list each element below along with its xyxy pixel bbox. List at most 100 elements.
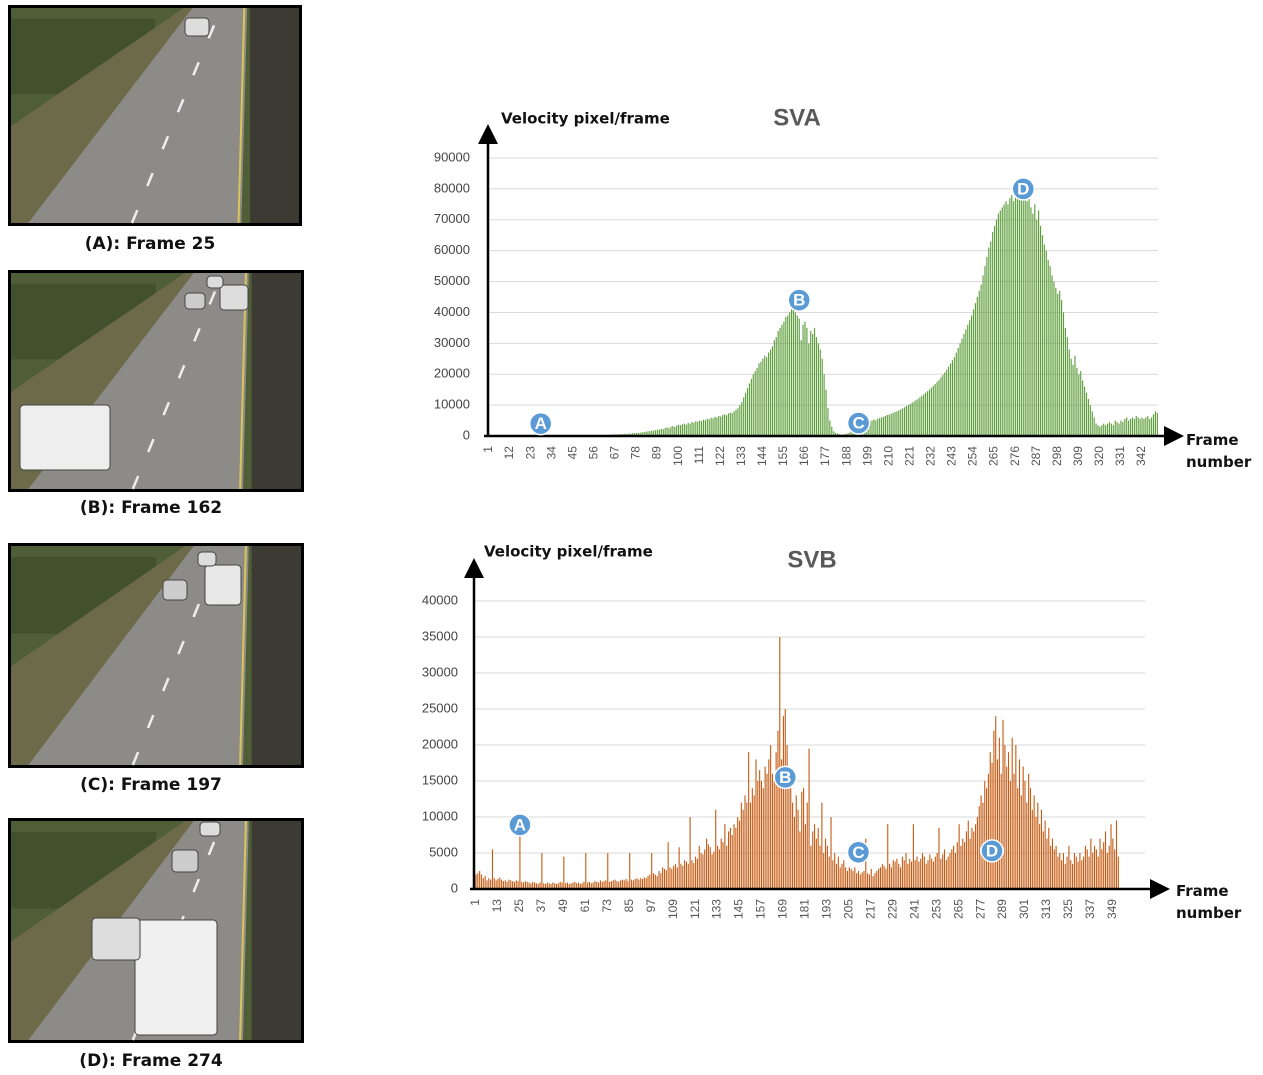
x-tick-label: 157 <box>754 899 768 919</box>
bar <box>775 752 777 889</box>
bar <box>666 427 668 436</box>
bar <box>731 413 733 436</box>
bar <box>806 802 808 889</box>
bar <box>596 881 598 889</box>
x-tick-label: 73 <box>600 899 614 913</box>
bar <box>839 867 841 889</box>
x-tick-label: 67 <box>608 446 622 460</box>
y-tick-label: 30000 <box>422 664 458 679</box>
bar <box>506 881 508 889</box>
bar <box>1097 425 1099 436</box>
x-tick-label: 85 <box>622 899 636 913</box>
bar <box>760 361 762 436</box>
bar <box>900 867 902 889</box>
bar <box>777 730 779 889</box>
x-tick-label: 25 <box>512 899 526 913</box>
bar <box>635 432 638 436</box>
bar <box>618 881 620 889</box>
bar <box>988 247 990 436</box>
bar <box>965 329 967 436</box>
bar <box>676 867 678 889</box>
bar <box>943 849 946 889</box>
x-tick-label: 320 <box>1092 446 1106 466</box>
bar <box>491 849 494 889</box>
x-axis-label-box: Frame number <box>1176 882 1241 922</box>
bar <box>543 883 545 889</box>
bar <box>1055 287 1057 436</box>
bar <box>795 795 797 889</box>
bar <box>942 854 944 889</box>
bar <box>871 420 873 436</box>
rail <box>251 546 301 765</box>
marker-label: A <box>514 815 526 834</box>
bar <box>670 426 672 436</box>
bar <box>515 880 517 889</box>
bar <box>1026 201 1028 436</box>
bar <box>735 409 737 436</box>
bar <box>1141 417 1143 436</box>
x-tick-label: 265 <box>987 446 1001 466</box>
bar <box>1093 845 1096 889</box>
bar <box>823 374 825 436</box>
bar <box>636 878 638 889</box>
y-tick-label: 50000 <box>434 273 470 288</box>
bar <box>775 337 777 436</box>
bar <box>729 412 731 436</box>
y-tick-label: 80000 <box>434 180 470 195</box>
bar <box>764 766 766 889</box>
bar <box>641 878 644 889</box>
vehicle <box>204 564 242 606</box>
bar <box>480 874 483 889</box>
bar <box>768 759 770 889</box>
bar <box>723 414 726 436</box>
bar <box>878 868 880 889</box>
bar <box>951 849 953 889</box>
bar <box>625 878 627 889</box>
bar <box>976 817 978 889</box>
bar <box>645 878 647 889</box>
bar <box>972 309 975 436</box>
bar <box>872 876 874 889</box>
bar <box>925 863 927 889</box>
bar <box>704 420 706 436</box>
bar <box>1083 856 1085 889</box>
bar <box>957 347 959 436</box>
x-tick-label: 313 <box>1039 899 1053 919</box>
bar <box>678 424 680 436</box>
bar <box>523 882 525 889</box>
bar <box>1035 817 1037 889</box>
bar <box>605 880 607 889</box>
bar <box>1128 420 1130 436</box>
bar <box>1103 842 1105 889</box>
bar <box>671 868 673 889</box>
y-tick-label: 70000 <box>434 211 470 226</box>
bar <box>998 737 1000 889</box>
bar <box>587 882 589 889</box>
bar <box>546 882 548 889</box>
frame-image <box>8 543 304 768</box>
y-tick-label: 10000 <box>434 397 470 412</box>
bar <box>1145 417 1147 436</box>
bar <box>1143 419 1145 436</box>
bar <box>801 791 803 889</box>
bar <box>815 337 818 436</box>
bar <box>744 795 746 889</box>
bar <box>925 392 927 436</box>
bar <box>594 881 596 889</box>
bar <box>790 309 793 436</box>
bar <box>762 358 764 436</box>
bar <box>741 402 743 436</box>
bar <box>1087 398 1089 436</box>
bar <box>953 357 955 436</box>
rail <box>251 821 301 1040</box>
bar <box>889 863 891 889</box>
bar <box>1031 809 1033 889</box>
x-tick-label: 1 <box>481 446 495 453</box>
bar <box>1022 198 1024 436</box>
bar <box>1120 420 1122 436</box>
bar <box>815 838 817 889</box>
bar <box>926 391 929 436</box>
bar <box>524 881 526 889</box>
x-tick-label: 301 <box>1017 899 1031 919</box>
bar <box>980 284 982 436</box>
